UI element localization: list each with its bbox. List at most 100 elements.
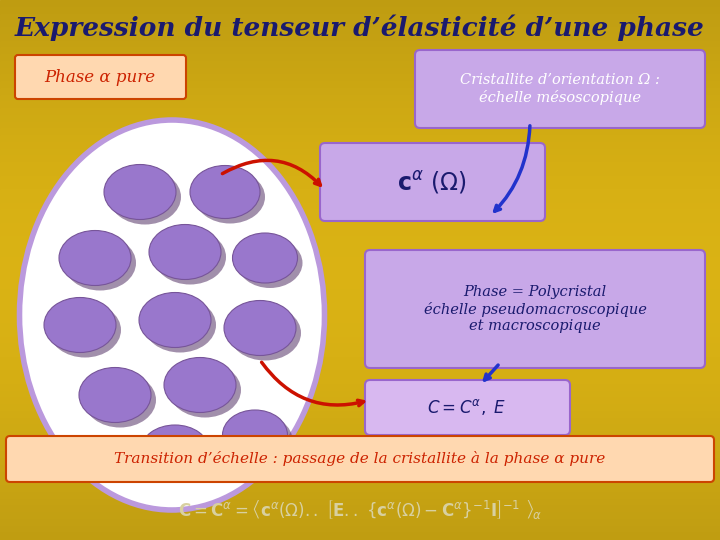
Bar — [0, 472, 720, 480]
Bar — [0, 486, 720, 494]
Bar — [0, 411, 720, 420]
Bar — [0, 465, 720, 474]
Bar — [0, 372, 720, 379]
Bar — [0, 399, 720, 406]
Ellipse shape — [228, 415, 292, 465]
Bar — [0, 345, 720, 352]
Bar — [0, 384, 720, 393]
Bar — [0, 87, 720, 96]
Ellipse shape — [229, 306, 301, 361]
Bar — [0, 33, 720, 42]
Bar — [0, 47, 720, 55]
Ellipse shape — [44, 298, 116, 353]
Ellipse shape — [146, 430, 214, 480]
Bar — [0, 438, 720, 447]
Bar — [0, 148, 720, 156]
Bar — [0, 108, 720, 116]
Ellipse shape — [141, 425, 209, 475]
Bar — [0, 216, 720, 224]
Ellipse shape — [238, 238, 302, 288]
Bar — [0, 492, 720, 501]
Bar — [0, 6, 720, 15]
FancyBboxPatch shape — [415, 50, 705, 128]
Bar — [0, 115, 720, 123]
Bar — [0, 392, 720, 399]
Ellipse shape — [64, 235, 136, 291]
FancyBboxPatch shape — [365, 250, 705, 368]
Bar — [0, 168, 720, 177]
Bar — [0, 60, 720, 69]
Ellipse shape — [190, 165, 260, 219]
Ellipse shape — [222, 410, 287, 460]
Bar — [0, 176, 720, 183]
Ellipse shape — [109, 170, 181, 225]
Bar — [0, 14, 720, 21]
Bar — [0, 297, 720, 305]
Bar — [0, 195, 720, 204]
Ellipse shape — [164, 357, 236, 413]
Bar — [0, 291, 720, 298]
Text: $\mathbf{C} = \mathbf{C}^{\alpha} = \left\langle \mathbf{c}^{\alpha}(\Omega)..\ : $\mathbf{C} = \mathbf{C}^{\alpha} = \lef… — [178, 498, 542, 522]
Bar — [0, 202, 720, 210]
Bar — [0, 222, 720, 231]
Bar — [0, 507, 720, 514]
Ellipse shape — [233, 233, 297, 283]
Bar — [0, 256, 720, 264]
Bar — [0, 500, 720, 507]
Bar — [0, 418, 720, 426]
Ellipse shape — [19, 120, 325, 510]
Text: Phase = Polycristal
échelle pseudomacroscopique
et macroscopique: Phase = Polycristal échelle pseudomacros… — [423, 285, 647, 333]
Text: $C = C^{\alpha},\ E$: $C = C^{\alpha},\ E$ — [427, 397, 507, 417]
Ellipse shape — [139, 293, 211, 348]
Bar — [0, 20, 720, 28]
Text: Phase α pure: Phase α pure — [45, 69, 156, 85]
Bar — [0, 310, 720, 318]
Bar — [0, 519, 720, 528]
Ellipse shape — [224, 300, 296, 355]
Bar — [0, 68, 720, 75]
Bar — [0, 156, 720, 163]
Bar — [0, 357, 720, 366]
Bar — [0, 459, 720, 467]
Bar — [0, 378, 720, 386]
Bar — [0, 94, 720, 102]
Bar — [0, 0, 720, 8]
Bar — [0, 317, 720, 325]
Text: Transition d’échelle : passage de la cristallite à la phase α pure: Transition d’échelle : passage de la cri… — [114, 451, 606, 467]
Bar — [0, 276, 720, 285]
Bar — [0, 364, 720, 372]
Ellipse shape — [144, 298, 216, 353]
Ellipse shape — [154, 230, 226, 285]
Text: $\mathbf{c}^{\alpha}\ (\Omega)$: $\mathbf{c}^{\alpha}\ (\Omega)$ — [397, 168, 467, 195]
Bar — [0, 330, 720, 339]
Text: Cristallite d’orientation Ω :
échelle mésoscopique: Cristallite d’orientation Ω : échelle mé… — [460, 73, 660, 105]
Bar — [0, 40, 720, 48]
Bar — [0, 74, 720, 82]
Bar — [0, 122, 720, 129]
Ellipse shape — [59, 231, 131, 286]
Ellipse shape — [149, 225, 221, 280]
Bar — [0, 135, 720, 143]
Bar — [0, 141, 720, 150]
Bar — [0, 432, 720, 440]
Bar — [0, 102, 720, 109]
Bar — [0, 303, 720, 312]
Bar — [0, 338, 720, 345]
Bar — [0, 263, 720, 271]
FancyBboxPatch shape — [320, 143, 545, 221]
Ellipse shape — [79, 368, 151, 422]
Bar — [0, 534, 720, 540]
Bar — [0, 351, 720, 359]
Bar — [0, 405, 720, 413]
Ellipse shape — [195, 171, 265, 224]
Bar — [0, 480, 720, 487]
Bar — [0, 81, 720, 89]
Bar — [0, 526, 720, 534]
Bar — [0, 183, 720, 190]
Bar — [0, 324, 720, 332]
Bar — [0, 513, 720, 521]
Bar — [0, 189, 720, 197]
Bar — [0, 453, 720, 460]
Bar — [0, 209, 720, 217]
Bar — [0, 243, 720, 251]
